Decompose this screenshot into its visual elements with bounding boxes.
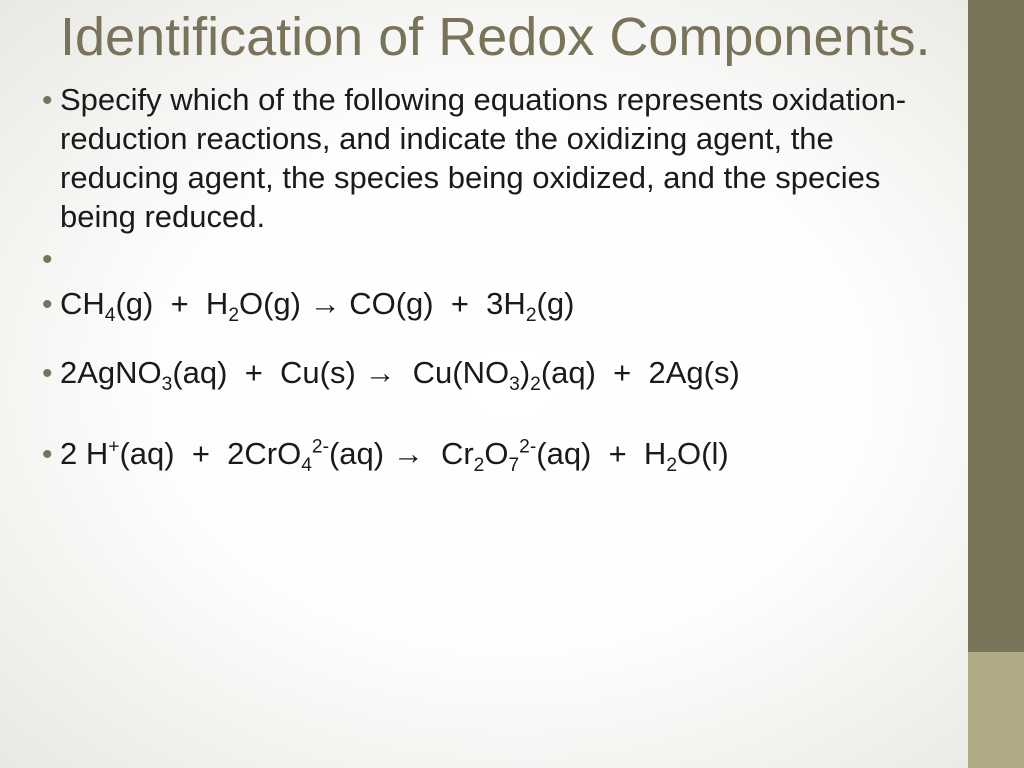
empty-bullet: • — [60, 240, 940, 279]
slide-content: Identification of Redox Components. • Sp… — [0, 0, 960, 768]
equation-1-row: • CH4(g) + H2O(g) → CO(g) + 3H2(g) — [60, 285, 940, 324]
bullet-icon: • — [42, 354, 60, 393]
instruction-text: Specify which of the following equations… — [60, 81, 940, 236]
equation-1: CH4(g) + H2O(g) → CO(g) + 3H2(g) — [60, 285, 940, 324]
sidebar-light-stripe — [968, 652, 1024, 768]
equation-2: 2AgNO3(aq) + Cu(s) → Cu(NO3)2(aq) + 2Ag(… — [60, 354, 940, 393]
instruction-bullet: • Specify which of the following equatio… — [60, 81, 940, 236]
bullet-icon: • — [42, 285, 60, 324]
bullet-icon: • — [42, 81, 60, 236]
bullet-icon: • — [42, 435, 60, 474]
equation-3: 2 H+(aq) + 2CrO42-(aq) → Cr2O72-(aq) + H… — [60, 435, 940, 474]
equation-3-row: • 2 H+(aq) + 2CrO42-(aq) → Cr2O72-(aq) +… — [60, 435, 940, 474]
equation-2-row: • 2AgNO3(aq) + Cu(s) → Cu(NO3)2(aq) + 2A… — [60, 354, 940, 393]
bullet-icon: • — [42, 240, 60, 279]
slide-title: Identification of Redox Components. — [60, 8, 940, 67]
empty-text — [60, 240, 940, 279]
